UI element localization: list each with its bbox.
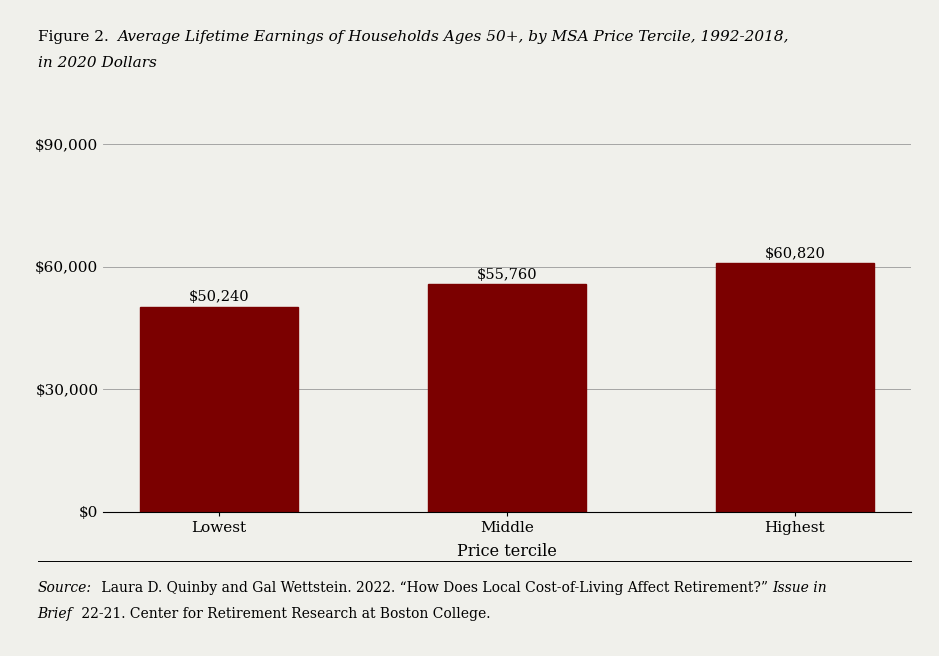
- Text: Average Lifetime Earnings of Households Ages 50+, by MSA Price Tercile, 1992-201: Average Lifetime Earnings of Households …: [117, 30, 789, 43]
- Text: $50,240: $50,240: [189, 290, 250, 304]
- Text: Issue in: Issue in: [772, 581, 826, 594]
- Bar: [716, 264, 874, 512]
- Text: $60,820: $60,820: [764, 247, 825, 261]
- Bar: [140, 306, 299, 512]
- Text: $55,760: $55,760: [477, 268, 537, 281]
- X-axis label: Price tercile: Price tercile: [457, 543, 557, 560]
- Bar: [428, 284, 586, 512]
- Text: Laura D. Quinby and Gal Wettstein. 2022. “How Does Local Cost-of-Living Affect R: Laura D. Quinby and Gal Wettstein. 2022.…: [97, 581, 772, 594]
- Text: Source:: Source:: [38, 581, 92, 594]
- Text: Figure 2.: Figure 2.: [38, 30, 114, 43]
- Text: 22-21. Center for Retirement Research at Boston College.: 22-21. Center for Retirement Research at…: [77, 607, 490, 621]
- Text: in 2020 Dollars: in 2020 Dollars: [38, 56, 157, 70]
- Text: Brief: Brief: [38, 607, 72, 621]
